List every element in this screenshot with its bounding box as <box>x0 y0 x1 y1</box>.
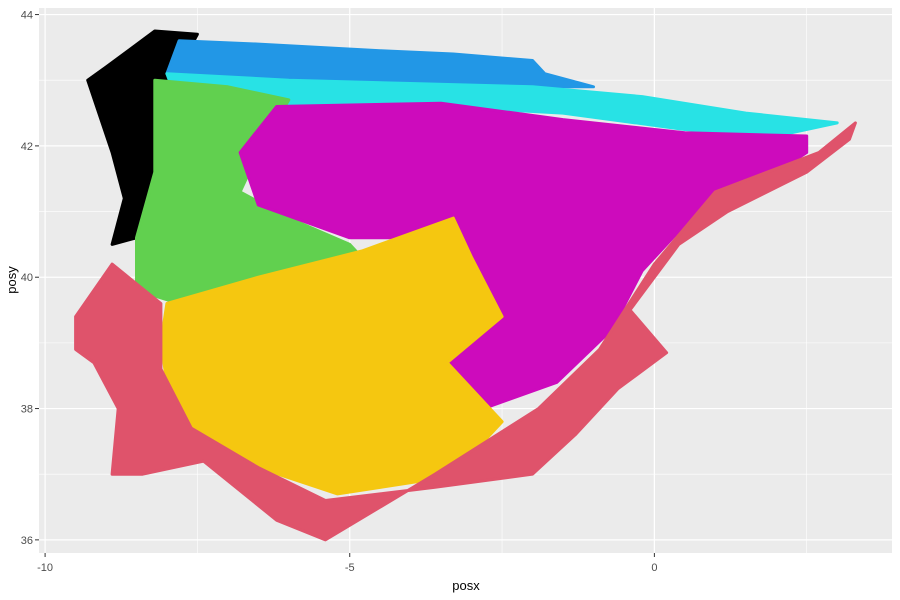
y-tick-label: 42 <box>21 141 33 153</box>
region-cluster-red <box>74 121 857 542</box>
x-axis-title: posx <box>452 578 480 593</box>
y-tick-label: 36 <box>21 535 33 547</box>
y-axis-title: posy <box>4 266 19 294</box>
x-axis: -10 -5 0 <box>37 553 657 574</box>
x-tick-label: -10 <box>37 562 53 574</box>
y-axis: 36 38 40 42 44 <box>21 10 39 547</box>
x-tick-label: -5 <box>345 562 355 574</box>
y-tick-label: 38 <box>21 404 33 416</box>
region-cluster-magenta <box>238 101 809 410</box>
y-tick-label: 44 <box>21 10 33 22</box>
x-tick-label: 0 <box>651 562 657 574</box>
y-tick-label: 40 <box>21 272 33 284</box>
data-regions <box>74 29 857 542</box>
